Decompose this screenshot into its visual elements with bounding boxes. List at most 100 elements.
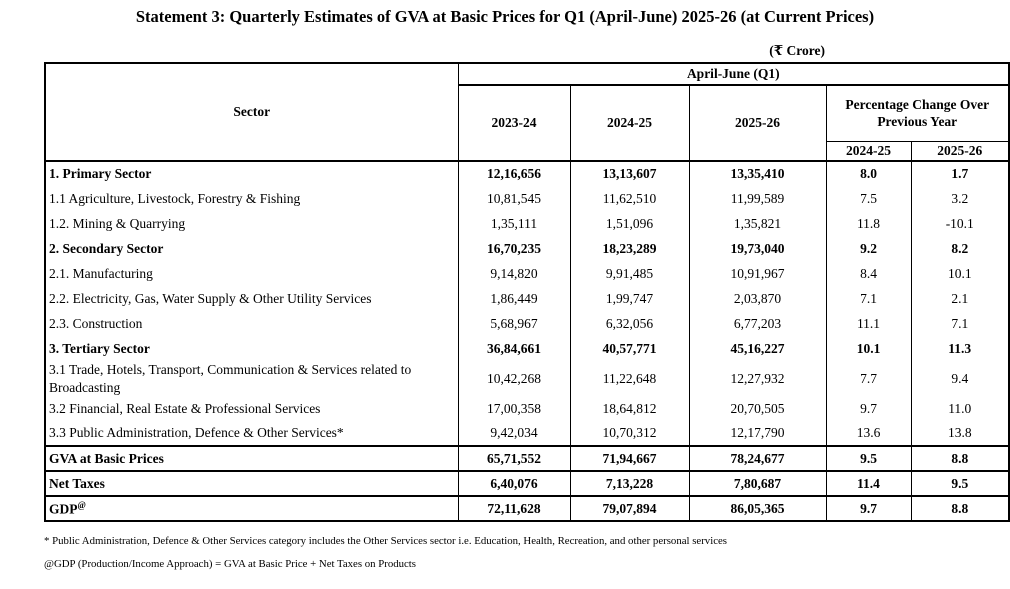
value-cell: 40,57,771 [569, 336, 690, 361]
table-row: GDP@ 72,11,628 79,07,894 86,05,365 9.7 8.8 [44, 495, 1010, 522]
sector-cell: 2. Secondary Sector [44, 236, 459, 261]
pct-change-cell: 9.5 [825, 445, 912, 472]
sector-label: 1.1 Agriculture, Livestock, Forestry & F… [49, 190, 301, 206]
value-cell: 17,00,358 [457, 396, 571, 422]
value-cell: 16,70,235 [457, 236, 571, 261]
pct-change-cell: 9.5 [910, 470, 1010, 497]
value-cell: 19,73,040 [688, 236, 827, 261]
table-row: 3.3 Public Administration, Defence & Oth… [44, 421, 1010, 447]
sector-cell: GDP@ [44, 495, 459, 522]
pct-change-cell: 2.1 [910, 286, 1010, 311]
sector-cell: Net Taxes [44, 470, 459, 497]
value-cell: 18,64,812 [569, 396, 690, 422]
value-cell: 12,27,932 [688, 361, 827, 397]
value-cell: 10,70,312 [569, 421, 690, 447]
pct-change-cell: 8.8 [910, 495, 1010, 522]
pct-change-cell: 7.1 [825, 286, 912, 311]
value-cell: 10,42,268 [457, 361, 571, 397]
pct-change-cell: 7.1 [910, 311, 1010, 336]
gva-estimates-table: Sector April-June (Q1) 2023-24 2024-25 2… [44, 62, 1010, 523]
header-row-pct-years: 2024-25 2025-26 [45, 140, 1010, 162]
value-cell: 36,84,661 [457, 336, 571, 361]
sector-label-superscript: @ [77, 499, 86, 510]
value-cell: 1,35,821 [688, 211, 827, 236]
table-row: 2. Secondary Sector 16,70,235 18,23,289 19,… [44, 236, 1010, 261]
sector-label: 3. Tertiary Sector [49, 340, 150, 356]
table-row: 2.2. Electricity, Gas, Water Supply & Ot… [44, 286, 1010, 311]
value-cell: 9,14,820 [457, 261, 571, 286]
pct-change-cell: 7.7 [825, 361, 912, 397]
sector-cell: 3.1 Trade, Hotels, Transport, Communicat… [44, 361, 459, 397]
pct-change-cell: 11.8 [825, 211, 912, 236]
pct-year-header-2024-25: 2024-25 [825, 140, 912, 162]
value-cell: 20,70,505 [688, 396, 827, 422]
currency-unit-label: (₹ Crore) [769, 43, 825, 58]
table-header: Sector April-June (Q1) 2023-24 2024-25 2… [44, 62, 1010, 162]
table-row: 3. Tertiary Sector 36,84,661 40,57,771 45,1… [44, 336, 1010, 361]
value-cell: 12,17,790 [688, 421, 827, 447]
value-cell: 1,99,747 [569, 286, 690, 311]
sector-label: 2. Secondary Sector [49, 240, 164, 256]
value-cell: 78,24,677 [688, 445, 827, 472]
value-cell: 2,03,870 [688, 286, 827, 311]
pct-change-cell: 10.1 [910, 261, 1010, 286]
sector-label: Net Taxes [49, 475, 105, 491]
pct-change-cell: 11.4 [825, 470, 912, 497]
value-cell: 11,99,589 [688, 186, 827, 211]
sector-column-header: Sector [44, 62, 459, 162]
pct-change-cell: 9.7 [825, 495, 912, 522]
value-cell: 10,91,967 [688, 261, 827, 286]
sector-label: 3.2 Financial, Real Estate & Professiona… [49, 400, 321, 416]
footnote-asterisk: * Public Administration, Defence & Other… [44, 535, 727, 547]
value-cell: 11,22,648 [569, 361, 690, 397]
pct-change-cell: 11.3 [910, 336, 1010, 361]
pct-change-cell: 10.1 [825, 336, 912, 361]
pct-change-cell: 8.8 [910, 445, 1010, 472]
table-row: 3.2 Financial, Real Estate & Professiona… [44, 396, 1010, 422]
table-row: GVA at Basic Prices 65,71,552 71,94,667 78,… [44, 445, 1010, 472]
footnote-gdp-definition: @GDP (Production/Income Approach) = GVA … [44, 558, 417, 570]
statement-title: Statement 3: Quarterly Estimates of GVA … [135, 7, 875, 26]
table-body: 1. Primary Sector 12,16,656 13,13,607 13,35… [44, 161, 1010, 522]
sector-label: GDP [49, 501, 78, 517]
sector-cell: 2.1. Manufacturing [44, 261, 459, 286]
value-cell: 10,81,545 [457, 186, 571, 211]
pct-change-cell: 9.2 [825, 236, 912, 261]
value-cell: 13,13,607 [569, 161, 690, 186]
sector-cell: 1.1 Agriculture, Livestock, Forestry & F… [44, 186, 459, 211]
pct-year-header-2025-26: 2025-26 [910, 140, 1010, 162]
table-row: 1.2. Mining & Quarrying 1,35,111 1,51,096 1… [44, 211, 1010, 236]
pct-change-header: Percentage Change Over Previous Year [825, 84, 1010, 142]
sector-label: 2.3. Construction [49, 315, 143, 331]
pct-change-cell: 8.4 [825, 261, 912, 286]
sector-label: GVA at Basic Prices [49, 450, 164, 466]
value-cell: 1,35,111 [457, 211, 571, 236]
value-cell: 65,71,552 [457, 445, 571, 472]
sector-label: 3.1 Trade, Hotels, Transport, Communicat… [49, 362, 412, 395]
year-header-2024-25: 2024-25 [569, 84, 690, 162]
table-row: Net Taxes 6,40,076 7,13,228 7,80,687 11.4 9.5 [44, 470, 1010, 497]
table-row: 1.1 Agriculture, Livestock, Forestry & F… [44, 186, 1010, 211]
sector-cell: GVA at Basic Prices [44, 445, 459, 472]
table-row: 3.1 Trade, Hotels, Transport, Communicat… [44, 361, 1010, 397]
value-cell: 79,07,894 [569, 495, 690, 522]
value-cell: 86,05,365 [688, 495, 827, 522]
quarter-group-header: April-June (Q1) [457, 62, 1010, 86]
header-row-years: 2023-24 2024-25 2025-26 Percentage Chang… [45, 84, 1010, 162]
pct-change-cell: 9.4 [910, 361, 1010, 397]
value-cell: 6,77,203 [688, 311, 827, 336]
footnotes: * Public Administration, Defence & Other… [44, 535, 984, 570]
pct-change-cell: 13.8 [910, 421, 1010, 447]
pct-change-cell: 8.0 [825, 161, 912, 186]
value-cell: 13,35,410 [688, 161, 827, 186]
table-row: 2.3. Construction 5,68,967 6,32,056 6,77,20… [44, 311, 1010, 336]
pct-change-cell: 11.0 [910, 396, 1010, 422]
value-cell: 5,68,967 [457, 311, 571, 336]
value-cell: 7,13,228 [569, 470, 690, 497]
sector-cell: 2.2. Electricity, Gas, Water Supply & Ot… [44, 286, 459, 311]
value-cell: 6,32,056 [569, 311, 690, 336]
value-cell: 7,80,687 [688, 470, 827, 497]
sector-label: 2.2. Electricity, Gas, Water Supply & Ot… [49, 290, 372, 306]
value-cell: 12,16,656 [457, 161, 571, 186]
pct-change-cell: 11.1 [825, 311, 912, 336]
